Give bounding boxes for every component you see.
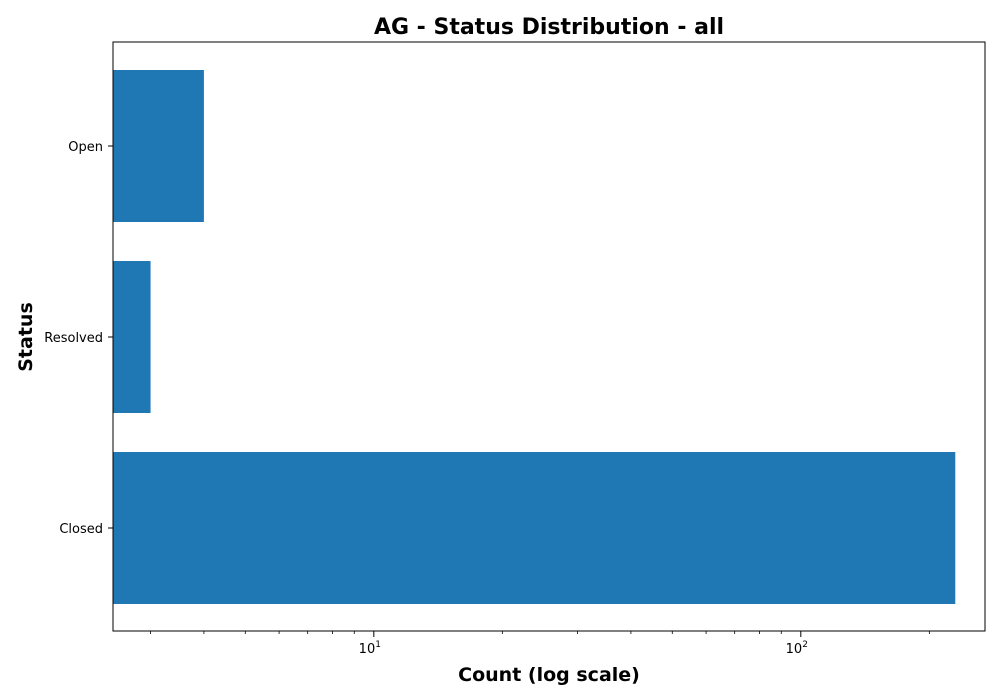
y-tick-label: Closed xyxy=(59,522,103,537)
plot-area-frame xyxy=(112,41,986,632)
y-tick-label: Resolved xyxy=(44,331,103,346)
x-tick-label: 102 xyxy=(786,640,808,657)
y-axis-label: Status xyxy=(15,302,37,372)
x-tick-label: 101 xyxy=(359,640,381,657)
bar-closed xyxy=(113,452,956,604)
x-axis-ticks: 101 102 xyxy=(150,631,930,657)
bar-open xyxy=(113,70,204,222)
bar-resolved xyxy=(113,261,151,413)
chart-title: AG - Status Distribution - all xyxy=(374,15,724,40)
y-axis-ticks: Open Resolved Closed xyxy=(44,140,113,537)
x-axis-label: Count (log scale) xyxy=(458,664,640,686)
y-tick-label: Open xyxy=(68,140,103,155)
bars-layer xyxy=(113,70,956,604)
